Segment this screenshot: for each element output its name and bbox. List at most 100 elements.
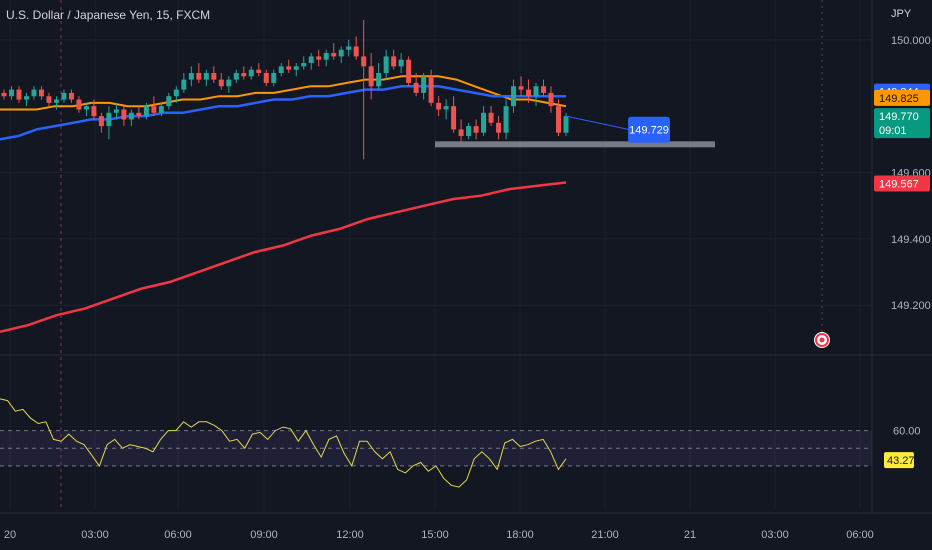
price-label-bg	[874, 108, 930, 139]
candlestick-series[interactable]	[1, 19, 569, 160]
candle-body	[353, 46, 359, 57]
candle-29	[218, 72, 224, 90]
price-tick-3: 149.200	[891, 300, 931, 312]
candle-15	[113, 102, 119, 120]
candle-body	[526, 89, 532, 97]
candle-body	[233, 72, 239, 80]
candle-45	[338, 46, 344, 64]
candle-body	[113, 109, 119, 113]
rsi-last-bg	[884, 452, 914, 469]
candle-18	[136, 106, 142, 120]
candle-23	[173, 86, 179, 103]
chart-grid	[0, 0, 932, 514]
candle-body	[398, 59, 404, 67]
candle-body	[158, 106, 164, 113]
candle-66	[496, 116, 502, 140]
candle-body	[136, 112, 142, 117]
candle-47	[353, 36, 359, 60]
candle-41	[308, 53, 314, 70]
time-tick-8: 21	[684, 529, 696, 541]
price-label-149.770: 149.770 09:01	[874, 108, 930, 139]
time-tick-4: 12:00	[336, 529, 364, 541]
candle-body	[83, 106, 89, 110]
candle-body	[181, 79, 187, 90]
time-tick-1: 03:00	[81, 529, 109, 541]
price-axis: 150.000149.600149.400149.20060.00149.844…	[874, 35, 931, 469]
candle-body	[106, 112, 112, 127]
candle-body	[406, 59, 412, 83]
candle-body	[383, 56, 389, 73]
candle-64	[481, 106, 487, 137]
candle-46	[346, 39, 352, 57]
candle-20	[151, 96, 157, 117]
candle-body	[16, 89, 22, 100]
candle-62	[466, 122, 472, 140]
candle-49	[368, 53, 374, 100]
candle-11	[83, 102, 89, 117]
candle-30	[226, 76, 232, 93]
rsi-tick-0: 60.00	[893, 426, 921, 438]
time-tick-5: 15:00	[421, 529, 449, 541]
candle-26	[196, 63, 202, 83]
candle-body	[211, 72, 217, 80]
candle-33	[248, 66, 254, 80]
candle-body	[68, 92, 74, 100]
candle-body	[91, 106, 97, 117]
rsi-line	[0, 398, 567, 488]
candle-42	[316, 49, 322, 67]
candle-55	[413, 72, 419, 97]
candle-body	[248, 69, 254, 77]
price-annotation[interactable]: 149.729	[565, 115, 830, 348]
symbol-title[interactable]: U.S. Dollar / Japanese Yen, 15, FXCM	[6, 8, 211, 22]
annotation-leader	[565, 115, 631, 131]
candle-25	[188, 66, 194, 87]
time-axis: 20 03:00 06:00 09:00 12:00 15:00 18:00 21:00 21 0…	[4, 529, 874, 541]
candle-32	[241, 66, 247, 80]
candle-61	[458, 119, 464, 143]
time-tick-2: 06:00	[164, 529, 192, 541]
candle-59	[443, 99, 449, 120]
candle-body	[241, 72, 247, 77]
candle-52	[391, 49, 397, 70]
candle-body	[166, 96, 172, 107]
annotation-text: 149.729	[629, 125, 669, 137]
candle-34	[256, 63, 262, 77]
candle-9	[68, 89, 74, 103]
candle-67	[503, 99, 509, 140]
candle-73	[548, 86, 554, 113]
candle-7	[53, 96, 59, 110]
candle-57	[428, 69, 434, 107]
candle-0	[1, 89, 7, 100]
candle-body	[443, 106, 449, 110]
candle-body	[61, 92, 67, 100]
candle-body	[436, 102, 442, 110]
candle-5	[38, 86, 44, 100]
annotation-box	[628, 116, 670, 143]
candle-60	[451, 96, 457, 133]
alert-marker-dot	[819, 337, 825, 343]
candle-70	[526, 79, 532, 103]
candle-19	[143, 102, 149, 120]
candle-body	[488, 112, 494, 123]
price-label-149.567: 149.567	[874, 175, 930, 192]
candle-body	[98, 116, 104, 127]
candle-21	[158, 102, 164, 117]
candle-17	[128, 109, 134, 127]
candle-54	[406, 56, 412, 87]
candle-2	[16, 86, 22, 103]
price-label-sub: 09:01	[879, 125, 907, 137]
candle-body	[271, 72, 277, 83]
candle-68	[511, 79, 517, 113]
candle-body	[376, 72, 382, 87]
candle-8	[61, 89, 67, 103]
candle-10	[76, 96, 82, 113]
candle-body	[331, 53, 337, 57]
candle-body	[361, 56, 367, 67]
candle-body	[428, 76, 434, 103]
candle-22	[166, 92, 172, 110]
time-tick-3: 09:00	[250, 529, 278, 541]
candle-body	[308, 56, 314, 64]
candle-body	[346, 46, 352, 50]
candle-39	[293, 63, 299, 77]
